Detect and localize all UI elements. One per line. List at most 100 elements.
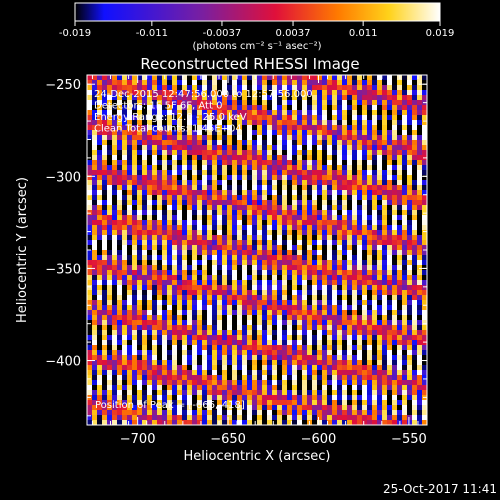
heatmap-cell: [397, 175, 403, 181]
heatmap-cell: [377, 365, 383, 371]
heatmap-cell: [332, 75, 338, 81]
heatmap-cell: [112, 280, 118, 286]
heatmap-cell: [112, 420, 118, 425]
heatmap-cell: [312, 270, 318, 276]
heatmap-cell: [252, 185, 258, 191]
heatmap-cell: [357, 175, 363, 181]
heatmap-cell: [167, 175, 173, 181]
heatmap-cell: [182, 275, 188, 281]
heatmap-cell: [362, 355, 368, 361]
heatmap-cell: [117, 265, 123, 271]
heatmap-cell: [297, 100, 303, 106]
heatmap-cell: [167, 355, 173, 361]
heatmap-cell: [407, 240, 413, 246]
heatmap-cell: [402, 355, 408, 361]
heatmap-cell: [342, 260, 348, 266]
heatmap-cell: [127, 225, 133, 231]
heatmap-cell: [377, 370, 383, 376]
heatmap-cell: [242, 165, 248, 171]
heatmap-cell: [272, 285, 278, 291]
heatmap-cell: [287, 90, 293, 96]
heatmap-cell: [237, 235, 243, 241]
heatmap-cell: [312, 140, 318, 146]
heatmap-cell: [347, 180, 353, 186]
heatmap-cell: [302, 325, 308, 331]
heatmap-cell: [107, 240, 113, 246]
heatmap-cell: [347, 80, 353, 86]
heatmap-cell: [242, 230, 248, 236]
heatmap-cell: [92, 150, 98, 156]
heatmap-cell: [112, 115, 118, 121]
heatmap-cell: [157, 220, 163, 226]
heatmap-cell: [342, 335, 348, 341]
heatmap-cell: [172, 315, 178, 321]
heatmap-cell: [382, 415, 388, 421]
heatmap-cell: [367, 360, 373, 366]
heatmap-cell: [227, 375, 233, 381]
heatmap-cell: [342, 295, 348, 301]
heatmap-cell: [417, 170, 423, 176]
heatmap-cell: [372, 370, 378, 376]
heatmap-cell: [202, 185, 208, 191]
heatmap-cell: [182, 265, 188, 271]
heatmap-cell: [102, 255, 108, 261]
heatmap-cell: [172, 415, 178, 421]
heatmap-cell: [372, 345, 378, 351]
heatmap-cell: [172, 195, 178, 201]
heatmap-cell: [192, 150, 198, 156]
heatmap-cell: [347, 130, 353, 136]
heatmap-cell: [292, 170, 298, 176]
heatmap-cell: [222, 90, 228, 96]
heatmap-cell: [357, 245, 363, 251]
heatmap-cell: [252, 190, 258, 196]
heatmap-cell: [277, 405, 283, 411]
heatmap-cell: [362, 210, 368, 216]
heatmap-cell: [272, 355, 278, 361]
heatmap-cell: [97, 265, 103, 271]
heatmap-cell: [372, 305, 378, 311]
heatmap-cell: [232, 150, 238, 156]
heatmap-cell: [357, 385, 363, 391]
heatmap-cell: [327, 175, 333, 181]
heatmap-cell: [262, 125, 268, 131]
heatmap-cell: [117, 170, 123, 176]
heatmap-cell: [212, 145, 218, 151]
heatmap-cell: [142, 185, 148, 191]
heatmap-cell: [87, 295, 93, 301]
heatmap-cell: [417, 310, 423, 316]
heatmap-cell: [352, 190, 358, 196]
heatmap-cell: [127, 380, 133, 386]
heatmap-cell: [252, 415, 258, 421]
heatmap-cell: [97, 175, 103, 181]
heatmap-cell: [307, 170, 313, 176]
heatmap-cell: [132, 375, 138, 381]
heatmap-cell: [352, 395, 358, 401]
heatmap-cell: [362, 390, 368, 396]
heatmap-cell: [122, 315, 128, 321]
heatmap-cell: [122, 220, 128, 226]
heatmap-cell: [357, 155, 363, 161]
heatmap-cell: [172, 325, 178, 331]
heatmap-cell: [417, 255, 423, 261]
heatmap-cell: [277, 140, 283, 146]
heatmap-cell: [107, 255, 113, 261]
heatmap-cell: [167, 130, 173, 136]
heatmap-cell: [372, 225, 378, 231]
heatmap-cell: [122, 295, 128, 301]
heatmap-cell: [257, 110, 263, 116]
heatmap-cell: [147, 360, 153, 366]
heatmap-cell: [137, 215, 143, 221]
heatmap-cell: [157, 250, 163, 256]
heatmap-cell: [307, 385, 313, 391]
heatmap-cell: [207, 225, 213, 231]
heatmap-cell: [162, 275, 168, 281]
heatmap-cell: [122, 275, 128, 281]
heatmap-cell: [377, 270, 383, 276]
heatmap-cell: [332, 330, 338, 336]
heatmap-cell: [347, 150, 353, 156]
heatmap-cell: [137, 265, 143, 271]
heatmap-cell: [312, 365, 318, 371]
heatmap-cell: [262, 395, 268, 401]
heatmap-cell: [217, 225, 223, 231]
heatmap-cell: [182, 255, 188, 261]
